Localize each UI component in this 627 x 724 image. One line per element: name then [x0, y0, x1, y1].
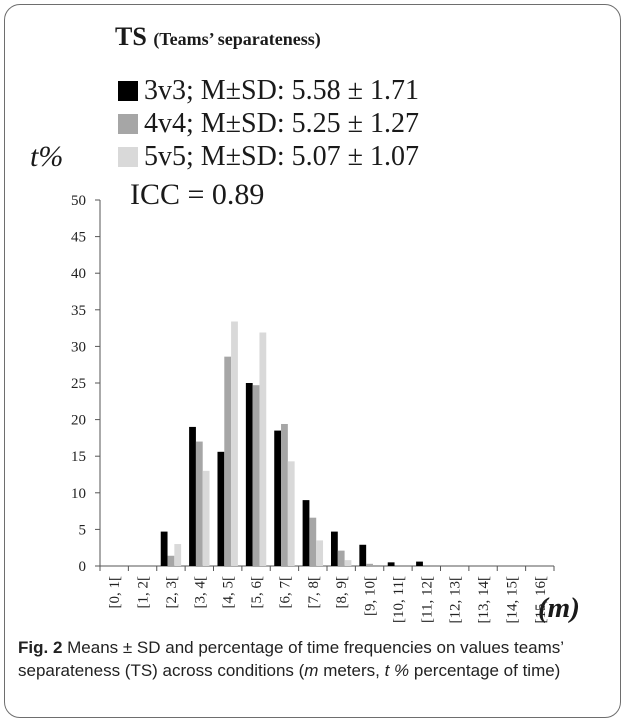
chart-title-main: TS [115, 22, 147, 51]
bar [167, 555, 175, 566]
x-tick-label: [3, 4[ [192, 576, 208, 609]
y-tick-label: 50 [71, 193, 86, 209]
x-tick-label: [9, 10[ [363, 576, 379, 616]
bar [287, 461, 295, 566]
y-tick-label: 40 [71, 266, 86, 282]
legend-item: 4v4; M±SD: 5.25 ± 1.27 [118, 107, 419, 140]
legend-swatch [118, 113, 138, 134]
caption-text: percentage of time) [409, 661, 561, 680]
x-tick-label: [6, 7[ [277, 576, 293, 609]
legend-item: 3v3; M±SD: 5.58 ± 1.71 [118, 74, 419, 107]
x-tick-label: [1, 2[ [136, 576, 152, 609]
bar [231, 321, 238, 566]
x-tick-label: [12, 13[ [448, 576, 464, 624]
bar [217, 451, 225, 566]
bar [174, 544, 182, 566]
y-tick-label: 25 [71, 376, 86, 392]
x-tick-label: [2, 3[ [164, 576, 180, 609]
bar [224, 356, 232, 566]
y-tick-label: 5 [79, 522, 87, 538]
legend-label: 3v3; M±SD: 5.58 ± 1.71 [144, 74, 419, 106]
bar [195, 441, 203, 566]
bar [344, 560, 352, 566]
bar [252, 385, 260, 566]
caption-t: t % [384, 661, 410, 680]
bar [160, 531, 168, 566]
bar [416, 561, 423, 566]
bar [245, 383, 253, 566]
bar [274, 430, 282, 566]
bar [316, 540, 324, 566]
x-tick-label: [14, 15[ [504, 576, 520, 624]
x-tick-label: [7, 8[ [306, 576, 322, 609]
x-tick-label: [15, 16[ [533, 576, 549, 624]
icc-annotation: ICC = 0.89 [130, 178, 265, 211]
caption-m: m [304, 661, 319, 680]
x-tick-label: [4, 5[ [221, 576, 237, 609]
legend-item: 5v5; M±SD: 5.07 ± 1.07 [118, 140, 419, 173]
y-tick-label: 35 [71, 303, 86, 319]
y-tick-label: 15 [71, 449, 86, 465]
bar [259, 332, 267, 566]
chart-title: TS (Teams’ separateness) [115, 22, 321, 52]
bar [202, 470, 210, 566]
y-tick-label: 20 [71, 413, 86, 429]
bar [337, 550, 345, 566]
bar [281, 423, 288, 566]
bar [302, 500, 310, 566]
figure-caption: Fig. 2 Means ± SD and percentage of time… [18, 636, 610, 682]
bar [359, 544, 367, 566]
caption-text: meters, [318, 661, 385, 680]
x-tick-label: [5, 6[ [249, 576, 265, 609]
x-axis-label: (m) [538, 592, 580, 624]
bar [387, 562, 395, 566]
figure-frame [4, 4, 621, 718]
legend: 3v3; M±SD: 5.58 ± 1.71 4v4; M±SD: 5.25 ±… [118, 74, 419, 173]
legend-swatch [118, 80, 138, 101]
x-tick-label: [11, 12[ [419, 576, 435, 623]
x-tick-label: [13, 14[ [476, 576, 492, 624]
legend-label: 5v5; M±SD: 5.07 ± 1.07 [144, 140, 419, 172]
y-tick-label: 0 [79, 559, 87, 575]
y-axis-label: t% [30, 140, 64, 173]
legend-label: 4v4; M±SD: 5.25 ± 1.27 [144, 107, 419, 139]
caption-text: Means ± SD and percentage of time freque… [18, 638, 564, 680]
bar-chart: 0 5 10 15 20 25 30 35 40 45 50 [0, 1[ [1, 2[ [2, 3[ [3… [71, 193, 555, 624]
bar [189, 426, 196, 566]
bar [366, 563, 373, 566]
chart-subtitle: (Teams’ separateness) [153, 29, 321, 49]
legend-swatch [118, 146, 138, 167]
caption-label: Fig. 2 [18, 638, 63, 657]
y-tick-label: 30 [71, 339, 86, 355]
x-tick-label: [0, 1[ [107, 576, 123, 609]
bar [309, 517, 317, 566]
x-tick-label: [8, 9[ [334, 576, 350, 609]
y-tick-label: 10 [71, 486, 86, 502]
x-tick-label: [10, 11[ [391, 576, 407, 623]
y-tick-label: 45 [71, 230, 86, 246]
bar [330, 531, 338, 566]
